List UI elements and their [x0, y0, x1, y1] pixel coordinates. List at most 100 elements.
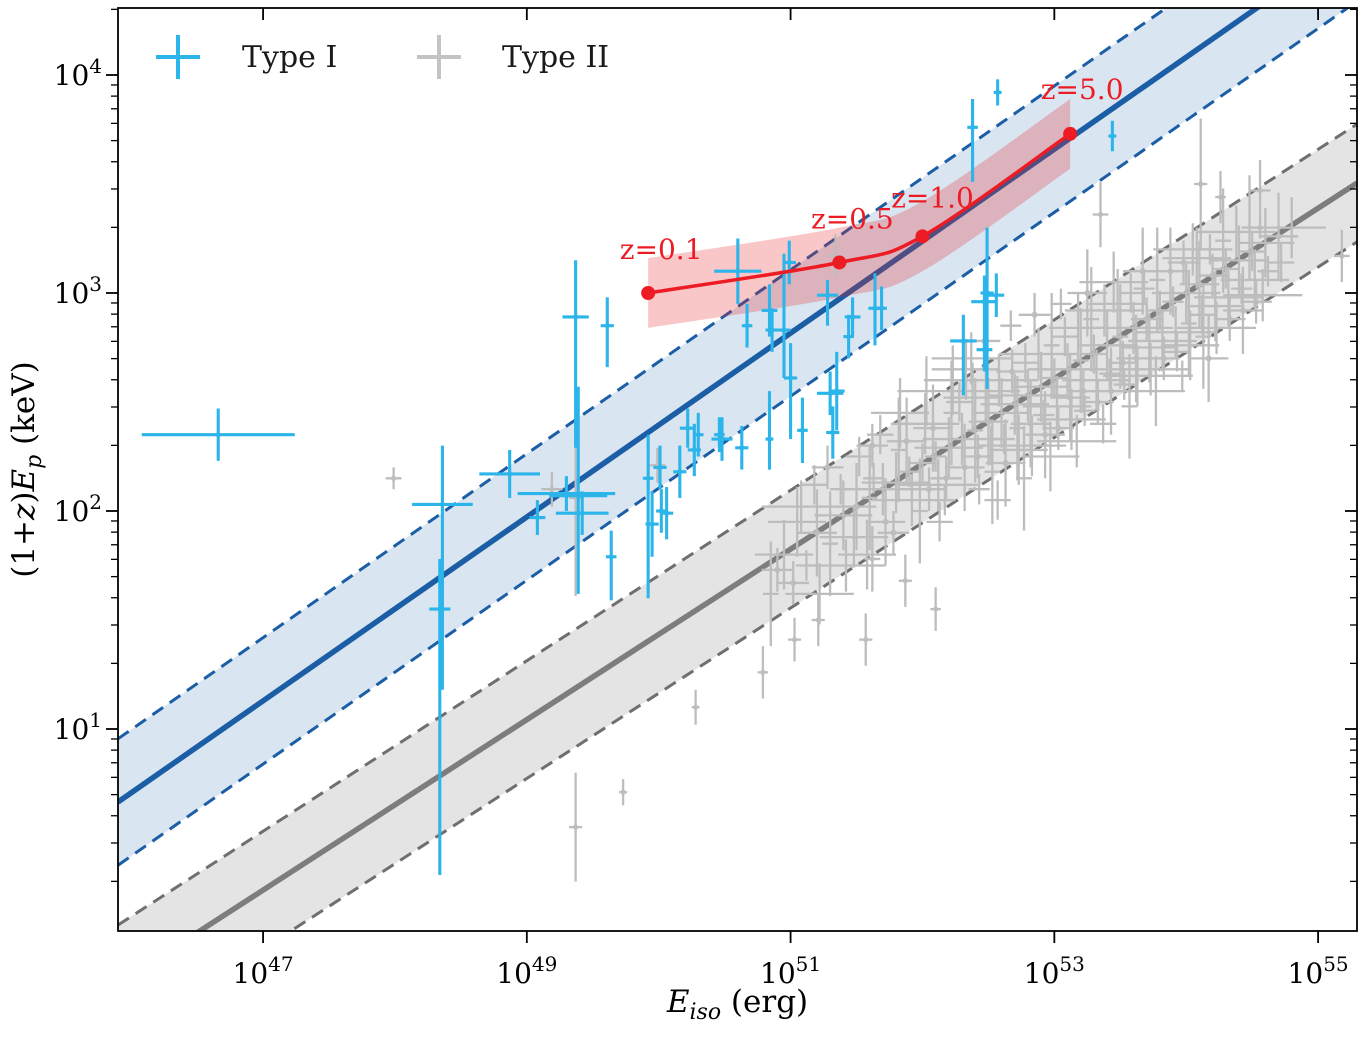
data-point [981, 299, 988, 305]
redshift-label: z=1.0 [891, 181, 974, 214]
data-point [930, 425, 937, 432]
redshift-track-curve [647, 132, 1072, 295]
legend: Type I Type II [156, 35, 609, 79]
data-point [716, 432, 722, 438]
x-tick-label: 1053 [1024, 952, 1085, 990]
data-point [744, 323, 750, 329]
type2_fit-band [118, 124, 1357, 931]
redshift-dot-z=1.0 [915, 229, 930, 244]
x-tick-label: 1055 [1288, 952, 1349, 990]
data-point [1009, 368, 1016, 375]
type1_fit-group [118, 8, 1351, 867]
type1-scatter [141, 79, 1117, 876]
data-point [391, 475, 397, 481]
data-point [735, 268, 741, 274]
redshift-label: z=0.5 [811, 202, 894, 235]
data-point [961, 464, 968, 471]
legend-item-type-i: Type I [156, 35, 337, 79]
data-point [1180, 259, 1187, 266]
data-point [993, 292, 999, 298]
data-point [657, 464, 663, 470]
redshift-label: z=5.0 [1041, 73, 1124, 106]
data-point [677, 469, 683, 475]
data-point [786, 259, 792, 266]
data-point [664, 510, 670, 516]
data-point [691, 447, 697, 453]
data-point [1226, 316, 1233, 323]
data-point [760, 669, 766, 675]
type2-scatter [385, 118, 1350, 882]
data-point [695, 432, 701, 438]
data-point [579, 510, 585, 516]
type2_fit-upper-dashed [118, 122, 1357, 927]
y-tick-label: 101 [54, 708, 102, 746]
data-point [1119, 359, 1126, 366]
data-point [766, 436, 773, 442]
data-point [573, 824, 579, 830]
data-point [507, 471, 513, 477]
data-point [926, 486, 933, 493]
data-point [799, 427, 806, 433]
data-point [1042, 431, 1049, 438]
data-point [439, 501, 446, 508]
data-point [872, 305, 878, 311]
data-point [903, 438, 910, 445]
data-point [1031, 311, 1038, 318]
data-point [608, 554, 614, 560]
plot-area [118, 8, 1357, 931]
data-point [824, 464, 831, 471]
data-point [943, 475, 950, 482]
data-point [1002, 460, 1009, 467]
legend-item-type-ii: Type II [417, 35, 609, 79]
data-point [769, 327, 775, 333]
data-point [1167, 268, 1174, 275]
data-point [974, 453, 981, 460]
x-axis-label: Eiso (erg) [666, 984, 808, 1025]
data-point [969, 124, 976, 130]
data-point [787, 375, 794, 381]
data-point [1253, 298, 1260, 305]
data-point [1055, 425, 1062, 432]
y-tick-label: 102 [54, 490, 102, 528]
data-point [549, 486, 555, 492]
data-point [1084, 289, 1091, 296]
y-axis-label: (1+z)Ep (keV) [6, 361, 47, 578]
x-tick-label: 1049 [496, 952, 557, 990]
data-point [824, 292, 831, 298]
data-point [437, 606, 443, 612]
axes-spines [117, 7, 1358, 932]
y-tick-label: 104 [54, 54, 102, 92]
ticks [106, 8, 1357, 943]
data-point [834, 388, 840, 394]
data-point [1217, 194, 1224, 200]
data-point [1139, 268, 1146, 275]
legend-label: Type II [502, 40, 609, 75]
data-point [995, 89, 1001, 96]
y-tick-label: 103 [54, 272, 102, 310]
data-point [1109, 133, 1115, 139]
data-point [604, 323, 610, 329]
data-point [882, 518, 889, 525]
type2_fit-line [194, 180, 1357, 931]
data-point [790, 579, 797, 586]
data-point [781, 327, 787, 333]
data-point [1339, 253, 1345, 259]
data-point [215, 432, 221, 438]
data-point [981, 347, 988, 353]
legend-label: Type I [242, 40, 337, 75]
data-point [878, 305, 885, 311]
data-point [693, 704, 699, 710]
data-point [1160, 355, 1167, 362]
type1_fit-line [118, 8, 1262, 805]
data-point [863, 637, 869, 643]
data-point [1080, 388, 1087, 395]
redshift-dot-z=0.1 [641, 285, 656, 300]
data-point [1108, 388, 1115, 395]
data-point [1275, 233, 1282, 240]
data-point [869, 556, 875, 562]
data-point [534, 514, 540, 521]
redshift-label: z=0.1 [620, 233, 703, 266]
